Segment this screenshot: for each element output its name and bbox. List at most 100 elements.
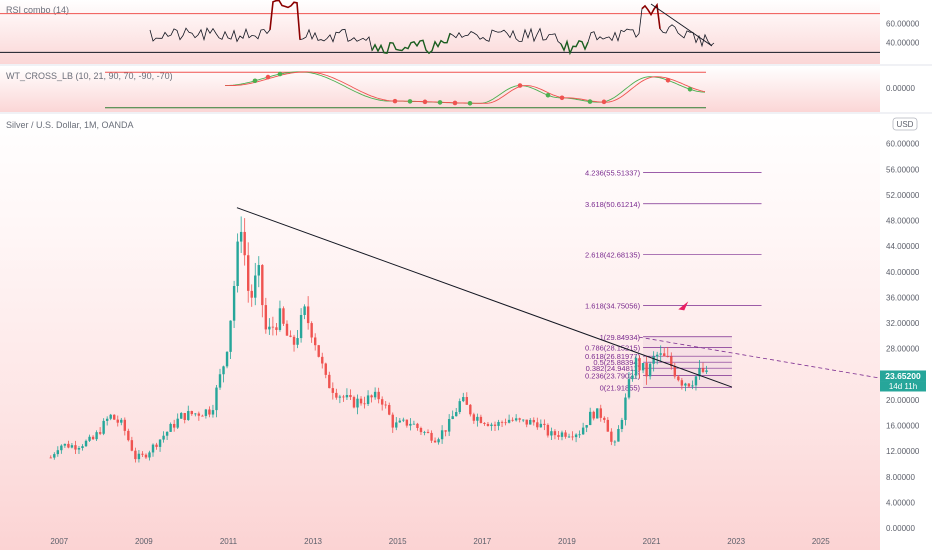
wt-cross-dot	[601, 99, 607, 105]
long-term-trendline[interactable]	[236, 207, 733, 388]
dashed-trendline[interactable]	[638, 336, 881, 379]
candle-body	[409, 423, 412, 426]
currency-badge-label: USD	[897, 120, 914, 129]
x-tick-label: 2019	[558, 537, 576, 546]
candle-body	[486, 423, 490, 426]
candle-body	[634, 358, 638, 376]
y-tick-label: 32.00000	[886, 319, 920, 328]
rsi-pane-title: RSI combo (14)	[6, 5, 69, 15]
candle-body	[617, 428, 620, 442]
rsi-trendline	[650, 3, 713, 47]
arrow-icon[interactable]	[678, 301, 689, 311]
price-axis[interactable]: 60.00000 56.00000 52.00000 48.00000 44.00000…	[880, 117, 926, 533]
candle-body	[624, 397, 627, 420]
candle-body	[680, 380, 684, 386]
candle-body	[444, 430, 447, 432]
bar-countdown-label: 14d 11h	[889, 382, 917, 391]
wt-cross-dot	[687, 86, 693, 92]
candle-body	[447, 419, 451, 432]
time-axis[interactable]: 2007 2009 2011 2013 2015 2017 2019 2021 2023 2025	[50, 537, 830, 546]
candle-body	[655, 354, 659, 357]
candle-body	[292, 336, 296, 345]
candle-body	[282, 308, 285, 324]
x-tick-label: 2017	[473, 537, 491, 546]
candle-body	[194, 413, 197, 415]
candle-body	[504, 422, 507, 424]
candle-body	[564, 432, 567, 437]
candle-body	[663, 353, 666, 357]
candle-body	[370, 395, 373, 398]
candle-body	[243, 231, 246, 256]
candle-body	[536, 422, 539, 428]
candles	[49, 216, 708, 463]
candle-body	[352, 397, 356, 408]
candle-body	[137, 453, 141, 460]
candle-body	[529, 419, 532, 425]
candle-body	[303, 306, 306, 315]
last-price-badge	[880, 370, 926, 382]
candle-body	[335, 392, 338, 398]
candle-body	[455, 412, 458, 417]
candle-body	[225, 351, 229, 367]
candle-body	[514, 418, 518, 421]
rsi-overbought-segment	[269, 0, 301, 40]
y-tick-label: 0.00000	[886, 524, 915, 533]
y-tick-label: 36.00000	[886, 293, 920, 302]
main-pane[interactable]: Silver / U.S. Dollar, 1M, OANDA 0(21.918…	[0, 114, 881, 550]
candle-body	[377, 391, 380, 400]
y-tick-label: 44.00000	[886, 242, 920, 251]
candle-body	[472, 414, 476, 421]
y-tick-label: 12.00000	[886, 447, 920, 456]
candle-body	[588, 411, 592, 426]
candle-body	[458, 401, 461, 413]
candle-body	[345, 395, 349, 398]
y-tick-label: 28.00000	[886, 345, 920, 354]
candle-body	[500, 421, 504, 423]
candle-body	[120, 419, 123, 423]
candle-body	[705, 370, 708, 372]
currency-badge[interactable]	[892, 117, 918, 131]
wt-pane[interactable]: WT_CROSS_LB (10, 21, 90, 70, -90, -70) 0…	[0, 66, 915, 112]
candle-body	[391, 414, 394, 428]
candle-body	[373, 391, 377, 398]
candle-body	[158, 439, 162, 447]
fib-level-label: 0.382(24.94811)	[586, 364, 641, 373]
candle-body	[465, 397, 468, 405]
candle-body	[652, 356, 655, 364]
candle-body	[197, 413, 201, 416]
x-tick-label: 2025	[812, 537, 830, 546]
candle-body	[359, 398, 363, 404]
candle-body	[451, 416, 454, 420]
candle-body	[433, 440, 437, 443]
candle-body	[613, 441, 617, 443]
wt-cross-dot	[277, 71, 283, 77]
wt-pane-title: WT_CROSS_LB (10, 21, 90, 70, -90, -70)	[6, 71, 173, 81]
candle-body	[113, 414, 116, 420]
rsi-overbought-segment	[641, 2, 661, 29]
chart-title: Silver / U.S. Dollar, 1M, OANDA	[6, 120, 134, 130]
wt-cross-dot	[265, 74, 271, 80]
candle-body	[648, 363, 652, 377]
candle-body	[127, 430, 130, 441]
candle-body	[645, 363, 648, 377]
candle-body	[603, 417, 606, 420]
y-tick-label: 60.00000	[886, 140, 920, 149]
rsi-pane[interactable]: RSI combo (14) 60.00000 40.00000	[0, 0, 920, 64]
candle-body	[74, 445, 77, 450]
candle-body	[275, 327, 278, 330]
candle-body	[627, 379, 631, 398]
fib-level-label: 1.618(34.75056)	[585, 301, 641, 310]
wt-cross-dot	[587, 99, 593, 104]
candle-body	[91, 436, 95, 440]
candle-body	[620, 419, 624, 429]
candle-body	[581, 427, 585, 435]
candle-body	[162, 435, 165, 440]
candle-body	[641, 363, 645, 371]
y-tick-label: 8.00000	[886, 473, 915, 482]
candle-body	[402, 419, 405, 421]
candle-body	[469, 404, 472, 415]
candle-body	[211, 410, 215, 415]
x-tick-label: 2023	[727, 537, 745, 546]
main-pane-background	[0, 114, 880, 550]
